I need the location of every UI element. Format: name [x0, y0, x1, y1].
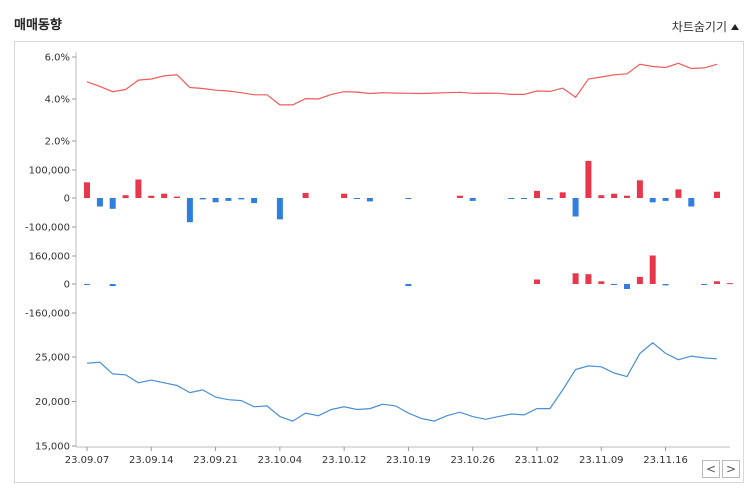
bar — [534, 279, 540, 284]
y-tick-label: 0 — [64, 194, 70, 205]
bar — [662, 198, 669, 201]
bar — [96, 198, 103, 207]
bar — [585, 274, 592, 284]
hide-chart-toggle[interactable]: 차트숨기기 — [672, 18, 739, 35]
bar — [469, 198, 476, 201]
series-line-3 — [86, 342, 718, 422]
prev-page-button[interactable]: < — [702, 460, 720, 478]
bar — [354, 198, 360, 199]
x-tick-label: 23.10.12 — [322, 455, 367, 466]
y-tick-label: 2.0% — [45, 137, 70, 148]
bar — [122, 195, 129, 199]
bar — [559, 192, 566, 198]
bar — [148, 195, 155, 198]
bar — [611, 193, 618, 198]
bar — [701, 284, 708, 285]
bar — [598, 195, 605, 199]
bar — [276, 198, 283, 220]
bar — [84, 284, 90, 285]
bar — [546, 198, 553, 200]
bar — [212, 198, 219, 203]
bar — [714, 191, 720, 198]
bar — [534, 190, 540, 198]
bar — [366, 198, 373, 202]
bar — [624, 284, 630, 289]
next-page-button[interactable]: > — [722, 460, 740, 478]
bar — [135, 179, 142, 198]
triangle-up-icon — [731, 23, 739, 30]
y-tick-label: -160,000 — [25, 309, 70, 320]
x-tick-label: 23.09.07 — [65, 455, 110, 466]
bar — [341, 193, 348, 198]
page-title: 매매동향 — [14, 18, 62, 33]
y-tick-label: -100,000 — [25, 223, 70, 234]
bar — [636, 180, 643, 198]
y-tick-label: 100,000 — [29, 166, 70, 177]
y-tick-label: 6.0% — [45, 53, 70, 64]
hide-chart-label: 차트숨기기 — [671, 20, 727, 34]
bar — [456, 195, 463, 198]
bar — [174, 196, 180, 198]
bar — [109, 284, 116, 287]
x-tick-label: 23.10.26 — [450, 455, 495, 466]
bar — [572, 198, 579, 217]
y-tick-label: 15,000 — [35, 442, 70, 453]
bar — [611, 284, 618, 285]
bar — [238, 198, 245, 200]
series-line-0 — [86, 62, 718, 106]
x-tick-label: 23.11.09 — [579, 455, 624, 466]
bar — [624, 195, 630, 198]
bar — [161, 193, 168, 198]
x-tick-label: 23.09.21 — [193, 455, 238, 466]
x-tick-label: 23.10.19 — [386, 455, 431, 466]
y-tick-label: 160,000 — [29, 252, 70, 263]
bar — [649, 198, 656, 203]
y-tick-label: 0 — [64, 280, 70, 291]
y-tick-label: 25,000 — [35, 353, 70, 364]
x-tick-label: 23.09.14 — [129, 455, 174, 466]
bar — [199, 198, 206, 200]
y-tick-label: 4.0% — [45, 95, 70, 106]
bar — [109, 198, 116, 209]
y-tick-label: 20,000 — [35, 397, 70, 408]
bar — [225, 198, 232, 201]
bar — [714, 281, 720, 284]
bar — [405, 198, 412, 199]
bar — [405, 284, 412, 287]
bar — [251, 198, 258, 204]
bar — [186, 198, 193, 223]
bar — [585, 160, 592, 198]
bar — [636, 276, 643, 284]
bar — [521, 198, 528, 199]
bar — [675, 189, 682, 198]
bar — [726, 283, 733, 285]
x-tick-label: 23.11.02 — [515, 455, 560, 466]
bar — [84, 182, 90, 198]
x-tick-label: 23.10.04 — [258, 455, 303, 466]
bar — [662, 284, 669, 286]
chart-frame — [14, 41, 744, 483]
bar — [598, 281, 605, 284]
bar — [572, 273, 579, 284]
bar — [508, 198, 515, 199]
bar — [649, 255, 656, 284]
bar — [302, 192, 309, 198]
x-tick-label: 23.11.16 — [643, 455, 688, 466]
bar — [688, 198, 695, 207]
